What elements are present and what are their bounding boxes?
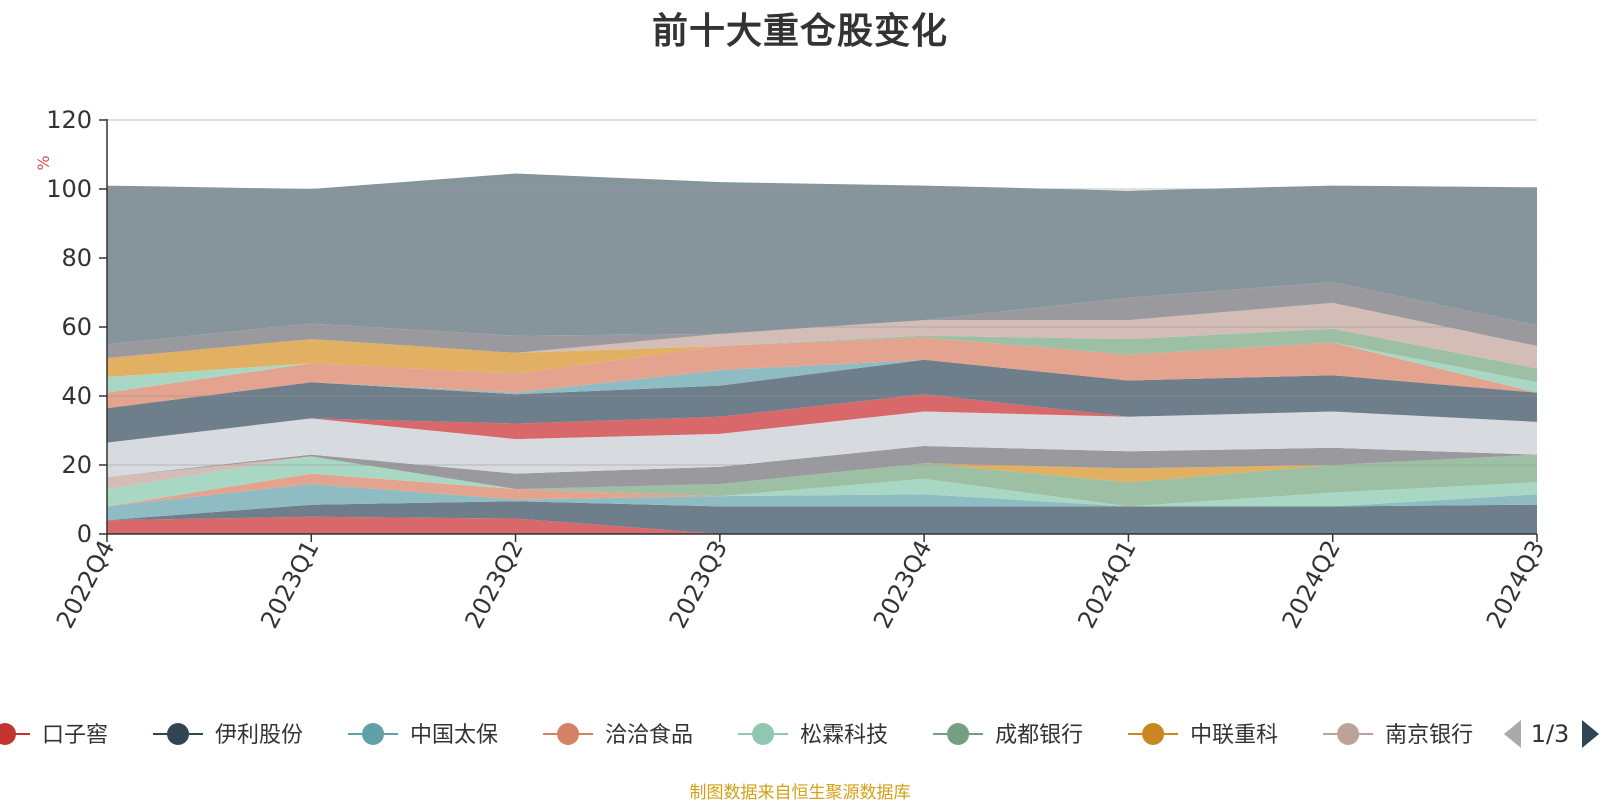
legend-marker [1142, 723, 1165, 745]
legend-label: 口子窖 [42, 723, 108, 748]
area-series-2 [107, 484, 1537, 521]
legend-next-icon[interactable] [1582, 720, 1599, 748]
area-series-10 [107, 394, 1537, 443]
legend-item[interactable]: 洽洽食品 [543, 723, 693, 748]
x-tick-label: 2023Q1 [255, 536, 324, 633]
area-series-11 [107, 359, 1537, 443]
y-axis-unit: % [34, 155, 53, 170]
legend-prev-icon[interactable] [1504, 720, 1521, 748]
legend-marker [557, 723, 580, 745]
legend-marker [362, 723, 385, 745]
area-series-3 [107, 473, 1537, 507]
y-tick-label: 120 [46, 106, 92, 134]
area-series-4 [107, 456, 1537, 507]
area-series-18 [107, 282, 1537, 359]
area-series-15 [107, 328, 1537, 383]
x-tick-label: 2024Q2 [1277, 536, 1346, 633]
legend-marker [1337, 723, 1360, 745]
x-tick-label: 2022Q4 [51, 536, 120, 633]
y-tick-label: 80 [61, 244, 92, 272]
chart-title: 前十大重仓股变化 [651, 11, 948, 52]
legend-item[interactable]: 成都银行 [933, 723, 1083, 748]
area-series-16 [107, 328, 1537, 377]
x-tick-label: 2023Q2 [459, 536, 528, 633]
legend-item[interactable]: 中国太保 [348, 723, 498, 748]
legend-label: 中联重科 [1190, 723, 1278, 748]
legend-marker [0, 723, 16, 745]
legend-label: 伊利股份 [215, 723, 303, 748]
area-series-5 [107, 454, 1537, 507]
area-series-13 [107, 337, 1537, 409]
legend-label: 洽洽食品 [605, 723, 693, 748]
legend-item[interactable]: 中联重科 [1128, 723, 1278, 748]
legend-item[interactable]: 南京银行 [1323, 723, 1473, 748]
legend-pager: 1/3 [1504, 720, 1599, 748]
y-tick-label: 40 [61, 382, 92, 410]
legend-marker [752, 723, 775, 745]
x-tick-label: 2024Q3 [1481, 536, 1550, 633]
area-layer [107, 173, 1537, 534]
area-series-19 [107, 173, 1537, 345]
legend-marker [167, 723, 190, 745]
legend: 口子窖伊利股份中国太保洽洽食品松霖科技成都银行中联重科南京银行汤臣倍健 [0, 723, 1473, 748]
area-series-1 [107, 501, 1537, 534]
legend-item[interactable]: 伊利股份 [153, 723, 303, 748]
gridlines [107, 119, 1537, 466]
legend-marker [947, 723, 970, 745]
y-tick-label: 100 [46, 175, 92, 203]
x-tick-label: 2023Q3 [664, 536, 733, 633]
legend-label: 中国太保 [410, 723, 498, 748]
y-tick-label: 20 [61, 451, 92, 479]
area-series-12 [107, 359, 1537, 409]
legend-page-indicator: 1/3 [1531, 720, 1570, 748]
area-series-6 [107, 454, 1537, 490]
area-series-8 [107, 446, 1537, 490]
y-tick-label: 60 [61, 313, 92, 341]
area-series-17 [107, 302, 1537, 369]
legend-item[interactable]: 松霖科技 [738, 723, 888, 748]
legend-label: 成都银行 [995, 723, 1083, 748]
y-tick-label: 0 [77, 520, 92, 548]
legend-label: 南京银行 [1385, 723, 1473, 748]
x-tick-label: 2023Q4 [868, 536, 937, 633]
area-series-0 [107, 516, 1537, 534]
legend-item[interactable]: 口子窖 [0, 723, 108, 748]
area-series-9 [107, 411, 1537, 478]
legend-label: 松霖科技 [800, 723, 888, 748]
data-source-note: 制图数据来自恒生聚源数据库 [689, 783, 911, 803]
x-tick-label: 2024Q1 [1072, 536, 1141, 633]
